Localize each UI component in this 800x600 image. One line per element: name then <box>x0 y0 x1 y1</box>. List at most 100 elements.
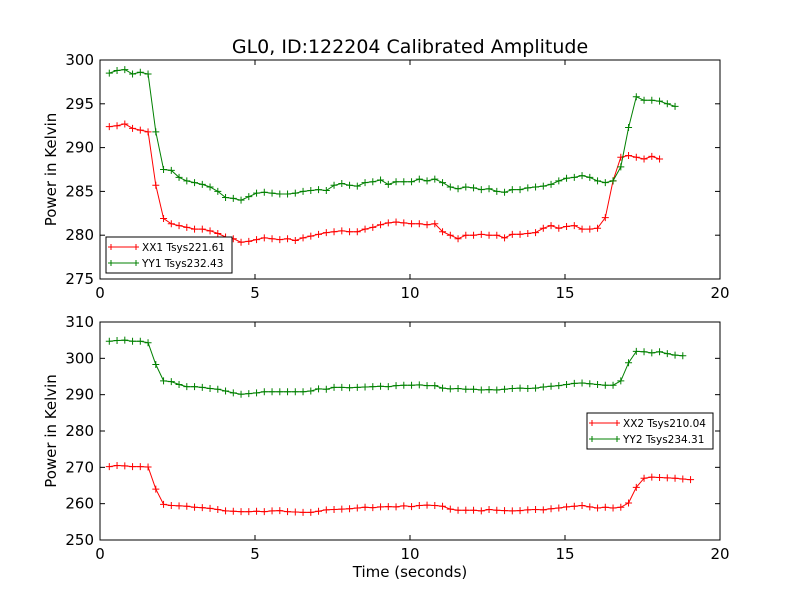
legend-marker <box>589 436 620 442</box>
data-point <box>415 381 423 389</box>
x-axis-label: Time (seconds) <box>352 563 468 581</box>
data-point <box>299 187 307 195</box>
data-point <box>532 183 540 191</box>
data-point <box>539 182 547 190</box>
data-point <box>493 187 501 195</box>
data-point <box>353 383 361 391</box>
data-point <box>493 506 501 514</box>
data-point <box>191 383 199 391</box>
data-point <box>315 507 323 515</box>
data-point <box>609 177 617 185</box>
data-point <box>245 193 253 201</box>
data-point <box>353 182 361 190</box>
data-point <box>284 508 292 516</box>
data-point <box>431 220 439 228</box>
data-point <box>206 183 214 191</box>
data-point <box>315 230 323 238</box>
data-point <box>369 504 377 512</box>
data-point <box>594 380 602 388</box>
data-point <box>121 462 129 470</box>
data-point <box>648 473 656 481</box>
data-point <box>136 463 144 471</box>
data-point <box>617 377 625 385</box>
y-tick-label: 285 <box>65 182 94 200</box>
data-point <box>353 228 361 236</box>
data-point <box>361 383 369 391</box>
data-point <box>322 187 330 195</box>
data-point <box>260 188 268 196</box>
data-point <box>144 128 152 136</box>
data-point <box>570 502 578 510</box>
data-point <box>113 67 121 75</box>
data-point <box>501 385 509 393</box>
data-point <box>245 390 253 398</box>
y-tick-label: 275 <box>65 270 94 288</box>
data-point <box>671 351 679 359</box>
data-point <box>446 505 454 513</box>
data-point <box>501 507 509 515</box>
data-point <box>431 382 439 390</box>
data-point <box>276 190 284 198</box>
data-point <box>578 172 586 180</box>
data-point <box>640 155 648 163</box>
x-tick-label: 0 <box>95 284 105 302</box>
data-point <box>144 463 152 471</box>
data-point <box>160 500 168 508</box>
data-point <box>175 380 183 388</box>
data-point <box>431 501 439 509</box>
data-point <box>470 506 478 514</box>
y-tick-label: 280 <box>65 422 94 440</box>
x-tick-label: 10 <box>400 284 419 302</box>
data-point <box>384 503 392 511</box>
data-point <box>501 188 509 196</box>
data-point <box>586 503 594 511</box>
data-point <box>299 508 307 516</box>
data-point <box>167 166 175 174</box>
data-point <box>439 502 447 510</box>
data-point <box>384 180 392 188</box>
legend-marker <box>589 420 620 426</box>
data-point <box>369 223 377 231</box>
data-point <box>656 474 664 482</box>
series-line-1 <box>109 464 691 513</box>
data-point <box>470 184 478 192</box>
data-point <box>524 384 532 392</box>
data-point <box>547 222 555 230</box>
data-point <box>113 462 121 470</box>
y-tick-label: 290 <box>65 386 94 404</box>
data-point <box>260 508 268 516</box>
data-point <box>284 235 292 243</box>
data-point <box>253 389 261 397</box>
top-subplot: 0 5 10 15 20 275 280 285 290 295 300 Power in Kelvi… <box>42 51 730 302</box>
data-point <box>136 337 144 345</box>
data-point <box>191 179 199 187</box>
data-point <box>384 219 392 227</box>
data-point <box>136 68 144 76</box>
data-point <box>136 126 144 134</box>
data-point <box>408 381 416 389</box>
data-point <box>299 234 307 242</box>
data-point <box>268 507 276 515</box>
x-tick-label: 5 <box>250 284 260 302</box>
data-point <box>129 124 137 132</box>
data-point <box>291 236 299 244</box>
data-point <box>601 503 609 511</box>
data-point <box>284 388 292 396</box>
data-point <box>640 348 648 356</box>
data-point <box>547 180 555 188</box>
data-point <box>315 385 323 393</box>
data-point <box>369 178 377 186</box>
data-point <box>105 69 113 77</box>
data-point <box>431 175 439 183</box>
data-point <box>121 336 129 344</box>
data-point <box>113 122 121 130</box>
data-point <box>384 383 392 391</box>
data-point <box>144 70 152 78</box>
data-point <box>454 506 462 514</box>
data-point <box>361 179 369 187</box>
data-point <box>268 388 276 396</box>
data-point <box>524 506 532 514</box>
data-point <box>485 386 493 394</box>
data-point <box>679 475 687 483</box>
data-point <box>377 382 385 390</box>
